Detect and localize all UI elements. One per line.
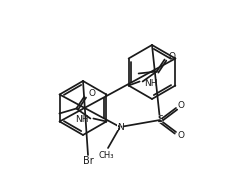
Text: O: O (177, 131, 185, 140)
Text: S: S (157, 115, 163, 125)
Text: N: N (116, 122, 124, 132)
Text: Br: Br (83, 156, 93, 166)
Text: O: O (169, 52, 176, 61)
Text: NH: NH (75, 115, 88, 124)
Text: N: N (117, 123, 123, 132)
Text: S: S (157, 115, 163, 124)
Text: O: O (177, 100, 185, 109)
Text: NH: NH (145, 79, 158, 88)
Text: CH₃: CH₃ (98, 150, 114, 159)
Text: O: O (88, 89, 95, 98)
